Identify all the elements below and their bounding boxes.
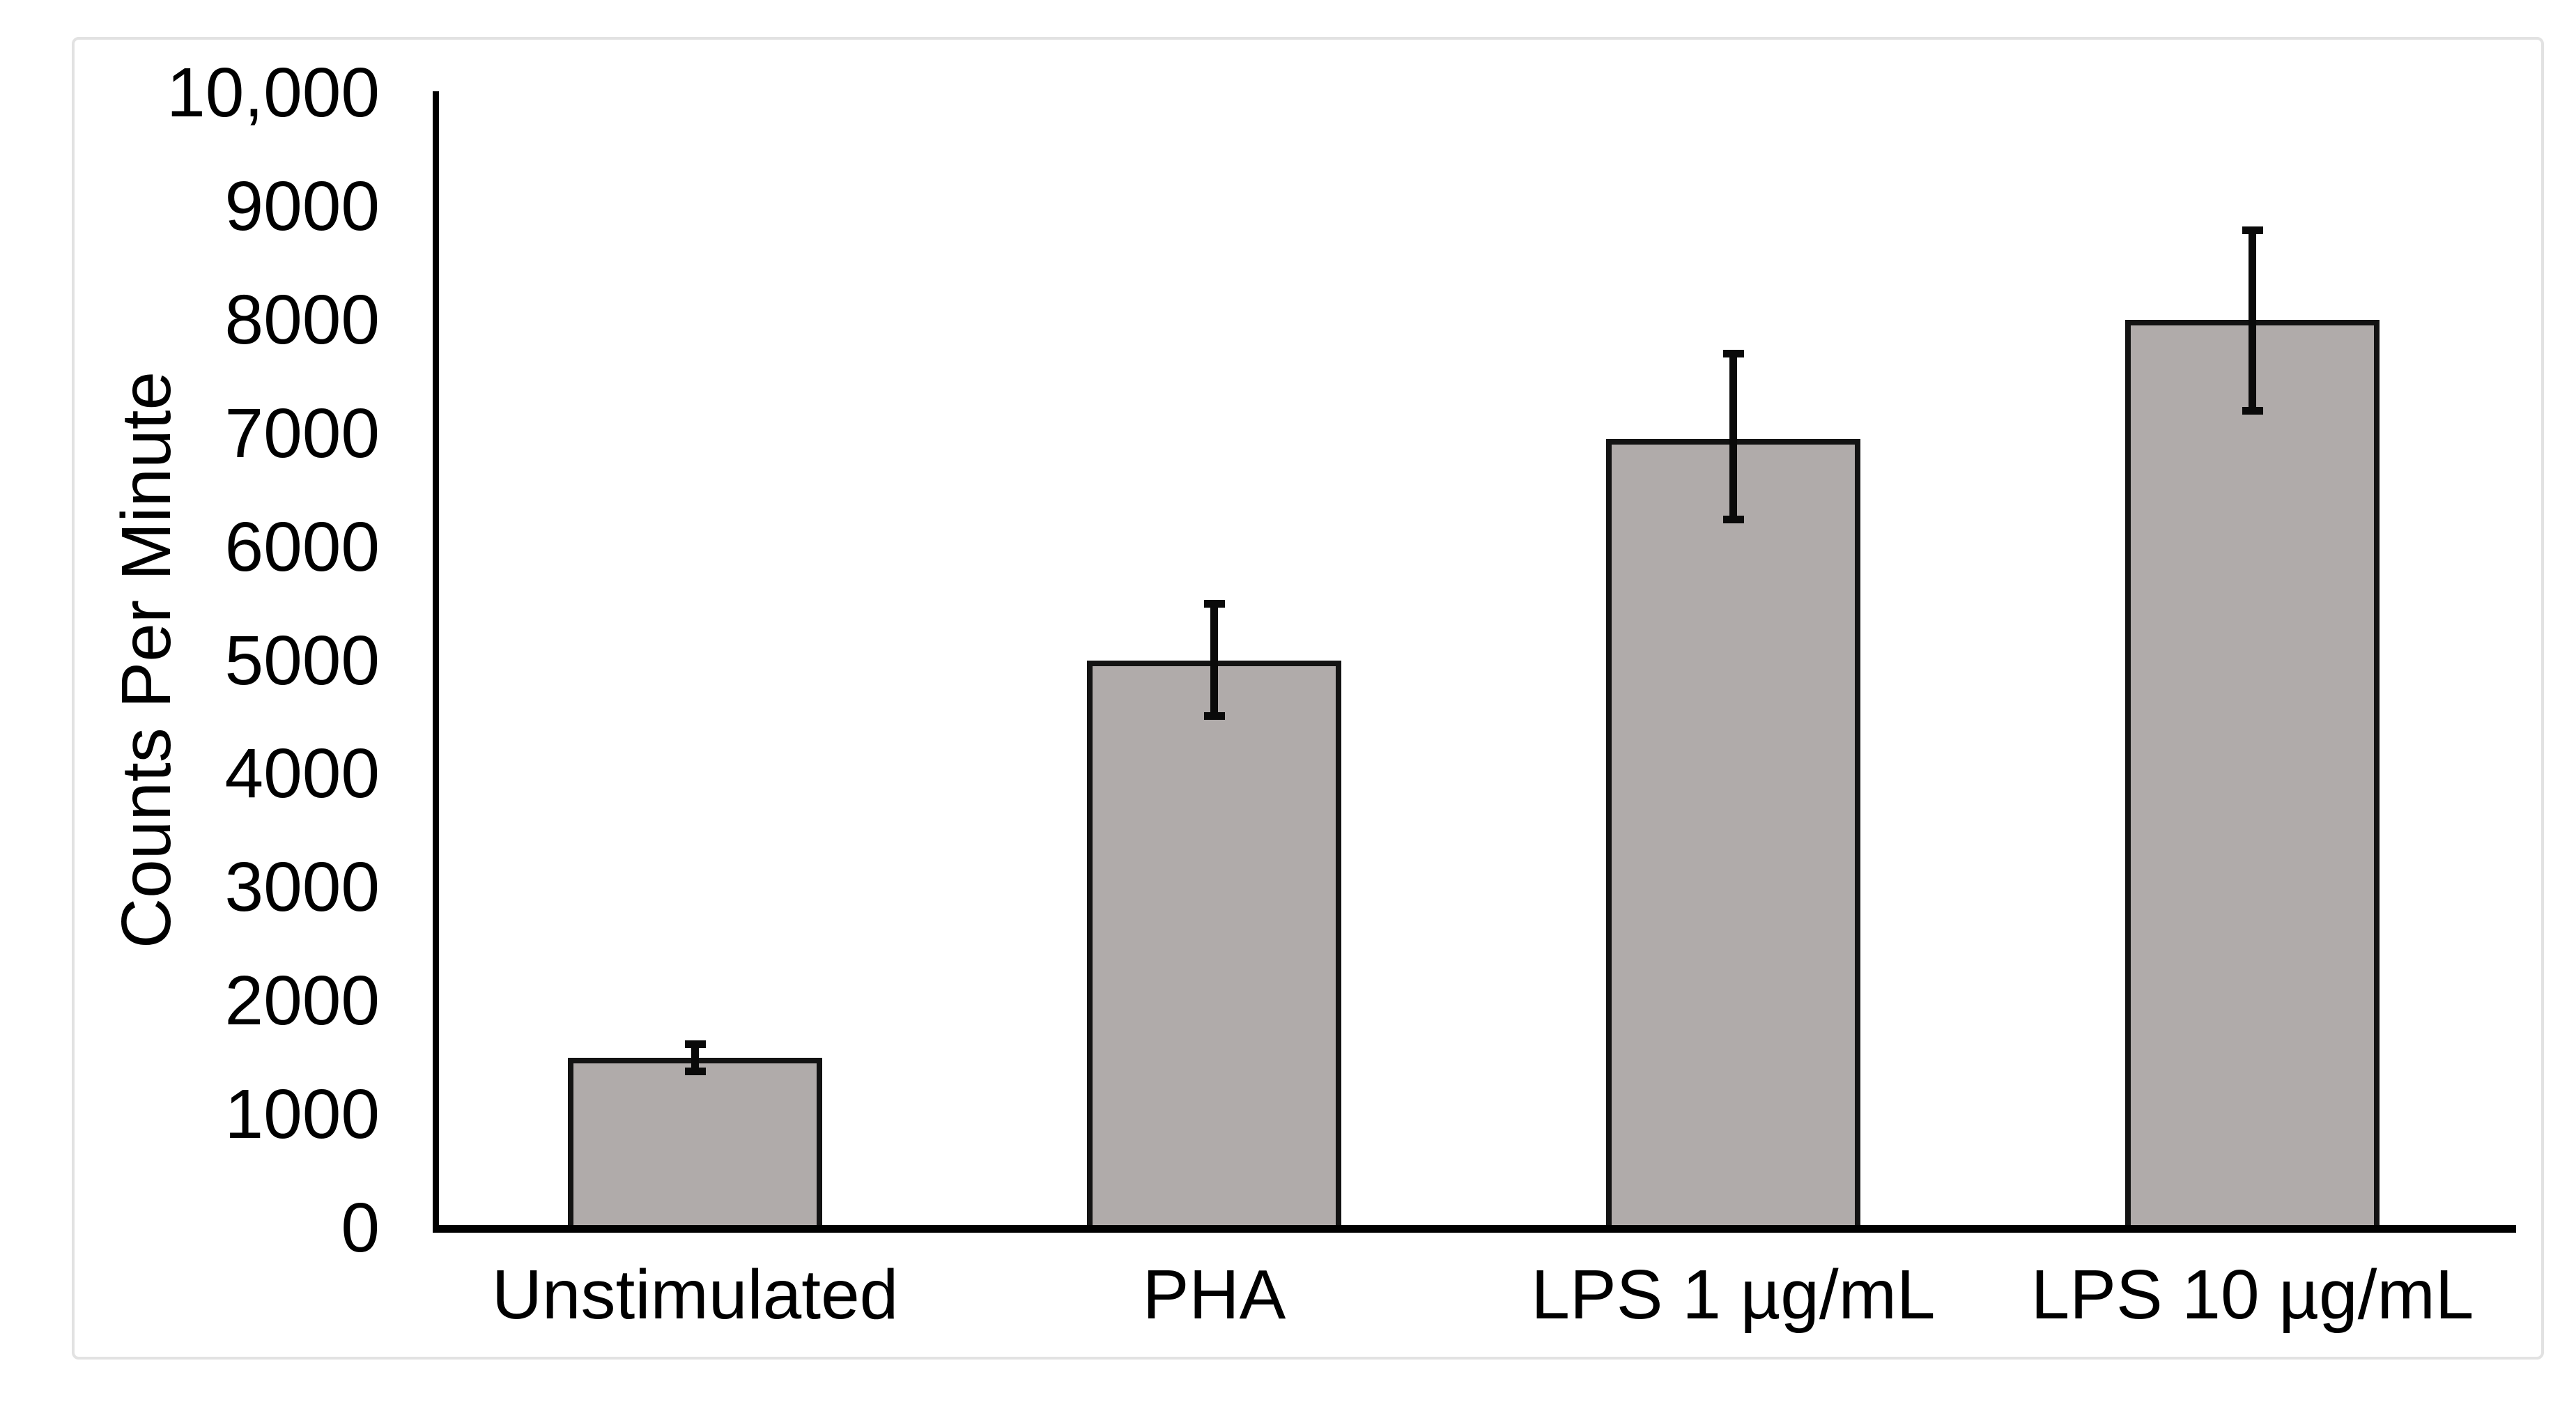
error-bar-cap: [2242, 406, 2263, 415]
x-category-label: LPS 1 µg/mL: [1531, 1256, 1936, 1334]
y-tick-label: 9000: [224, 167, 380, 245]
error-bar-line: [2249, 230, 2256, 411]
error-bar-cap: [684, 1067, 706, 1075]
y-tick-label: 3000: [224, 848, 380, 927]
y-tick-label: 10,000: [167, 54, 380, 132]
y-tick-label: 7000: [224, 394, 380, 472]
error-bar-cap: [2242, 226, 2263, 234]
y-tick-label: 8000: [224, 280, 380, 359]
error-bar-cap: [1722, 350, 1744, 358]
x-axis-line: [433, 1225, 2516, 1233]
bar: [1087, 660, 1341, 1232]
x-category-label: PHA: [1142, 1256, 1286, 1334]
y-tick-label: 4000: [224, 734, 380, 813]
error-bar-cap: [1203, 711, 1225, 720]
y-tick-label: 6000: [224, 507, 380, 586]
error-bar-line: [1210, 603, 1218, 716]
x-category-label: Unstimulated: [491, 1256, 899, 1334]
x-category-label: LPS 10 µg/mL: [2030, 1256, 2474, 1334]
bar: [2125, 319, 2380, 1232]
bar: [568, 1057, 822, 1232]
y-tick-label: 2000: [224, 962, 380, 1040]
y-tick-label: 0: [341, 1189, 380, 1267]
error-bar-cap: [1203, 599, 1225, 608]
error-bar-cap: [1722, 516, 1744, 523]
y-tick-label: 1000: [224, 1075, 380, 1154]
bar: [1606, 438, 1860, 1232]
error-bar-cap: [684, 1040, 706, 1048]
error-bar-line: [1729, 353, 1737, 520]
y-tick-label: 5000: [224, 621, 380, 700]
y-axis-line: [433, 91, 439, 1233]
error-bar-line: [691, 1044, 699, 1072]
